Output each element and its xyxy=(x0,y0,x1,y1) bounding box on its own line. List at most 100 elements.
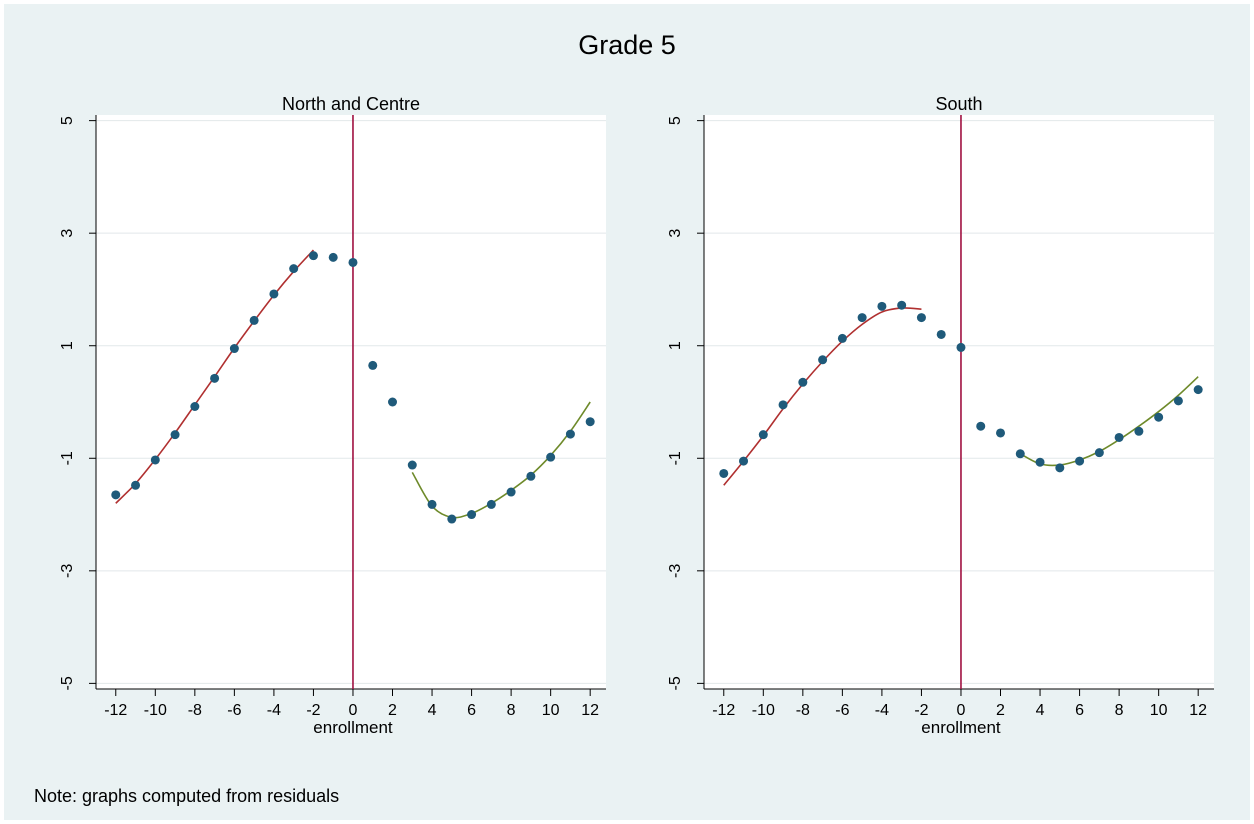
x-tick-label: 0 xyxy=(957,702,966,719)
data-point xyxy=(388,397,398,407)
data-point xyxy=(229,344,239,354)
y-tick-label: -3 xyxy=(59,564,76,578)
data-point xyxy=(1015,449,1025,459)
data-point xyxy=(289,264,299,274)
data-point xyxy=(778,400,788,410)
data-point xyxy=(447,514,457,524)
data-point xyxy=(976,421,986,431)
data-point xyxy=(1154,412,1164,422)
data-point xyxy=(719,468,729,478)
data-point xyxy=(956,342,966,352)
x-tick-label: -2 xyxy=(306,702,320,719)
data-point xyxy=(269,289,279,299)
data-point xyxy=(877,301,887,311)
x-tick-label: 4 xyxy=(1036,702,1045,719)
x-tick-label: 6 xyxy=(1075,702,1084,719)
y-tick-label: -5 xyxy=(59,676,76,690)
x-tick-label: 10 xyxy=(542,702,560,719)
y-tick-label: 1 xyxy=(59,341,76,350)
data-point xyxy=(190,402,200,412)
data-point xyxy=(368,360,378,370)
figure-background: Grade 5 North and Centre South Note: gra… xyxy=(4,4,1250,820)
plot-area xyxy=(96,115,606,689)
panel-south: -5 -3 -1 1 3 5 -12 -10 -8 -6 -4 -2 0 2 4 6 8 10 12 enrollme… xyxy=(667,115,1214,737)
x-tick-label: 2 xyxy=(996,702,1005,719)
x-axis-title: enrollment xyxy=(921,718,1001,737)
x-tick-label: 8 xyxy=(507,702,516,719)
figure-title: Grade 5 xyxy=(578,30,676,60)
y-tick-label: 5 xyxy=(59,116,76,125)
data-point xyxy=(996,428,1006,438)
fit-line-right xyxy=(411,401,591,519)
x-tick-label: 2 xyxy=(388,702,397,719)
x-tick-label: -8 xyxy=(188,702,202,719)
x-tick-label: -8 xyxy=(796,702,810,719)
y-tick-label: 3 xyxy=(59,229,76,238)
data-point xyxy=(210,373,220,383)
x-tick-label: 0 xyxy=(349,702,358,719)
data-point xyxy=(150,455,160,465)
data-point xyxy=(1094,448,1104,458)
x-tick-label: -10 xyxy=(144,702,167,719)
data-point xyxy=(1134,426,1144,436)
data-point xyxy=(1114,432,1124,442)
data-point xyxy=(565,429,575,439)
y-tick-label: 1 xyxy=(667,341,684,350)
panel-north-centre: -5 -3 -1 1 3 5 -12 -10 -8 -6 -4 -2 0 2 4 6 8 10 12 enrollme… xyxy=(59,115,606,737)
data-point xyxy=(1035,457,1045,467)
y-tick-label: -3 xyxy=(667,564,684,578)
panel-title-south: South xyxy=(935,94,983,114)
data-point xyxy=(348,257,358,267)
data-point xyxy=(328,252,338,262)
data-point xyxy=(1193,385,1203,395)
data-point xyxy=(739,456,749,466)
data-point xyxy=(758,430,768,440)
x-tick-label: 12 xyxy=(1189,702,1207,719)
data-point xyxy=(1055,463,1065,473)
data-point xyxy=(111,490,121,500)
x-tick-label: -4 xyxy=(875,702,889,719)
x-tick-label: -4 xyxy=(267,702,281,719)
data-point xyxy=(308,251,318,261)
x-tick-label: 6 xyxy=(467,702,476,719)
data-point xyxy=(585,417,595,427)
x-tick-label: -6 xyxy=(835,702,849,719)
data-point xyxy=(916,313,926,323)
data-point xyxy=(857,313,867,323)
x-tick-label: 10 xyxy=(1150,702,1168,719)
figure-note: Note: graphs computed from residuals xyxy=(34,786,340,806)
data-point xyxy=(546,452,556,462)
data-point xyxy=(837,333,847,343)
panel-title-north-centre: North and Centre xyxy=(281,94,421,114)
data-point xyxy=(486,499,496,509)
data-point xyxy=(131,480,141,490)
x-tick-label: -12 xyxy=(712,702,735,719)
x-tick-label: -2 xyxy=(914,702,928,719)
data-point xyxy=(170,430,180,440)
data-point xyxy=(1075,456,1085,466)
y-tick-label: 5 xyxy=(667,116,684,125)
x-tick-label: -10 xyxy=(752,702,775,719)
data-point xyxy=(407,460,417,470)
data-point xyxy=(467,510,477,520)
data-point xyxy=(798,377,808,387)
data-point xyxy=(1173,396,1183,406)
data-point xyxy=(897,300,907,310)
data-point xyxy=(936,329,946,339)
x-tick-label: -6 xyxy=(227,702,241,719)
x-tick-label: 12 xyxy=(581,702,599,719)
y-tick-label: -1 xyxy=(667,451,684,465)
y-tick-label: -5 xyxy=(667,676,684,690)
data-point xyxy=(427,499,437,509)
data-point xyxy=(249,315,259,325)
y-tick-label: 3 xyxy=(667,229,684,238)
fit-line-right xyxy=(1019,376,1199,467)
x-tick-label: -12 xyxy=(104,702,127,719)
data-point xyxy=(506,487,516,497)
data-point xyxy=(818,355,828,365)
x-axis-title: enrollment xyxy=(313,718,393,737)
x-tick-label: 4 xyxy=(428,702,437,719)
data-point xyxy=(526,471,536,481)
y-tick-label: -1 xyxy=(59,451,76,465)
